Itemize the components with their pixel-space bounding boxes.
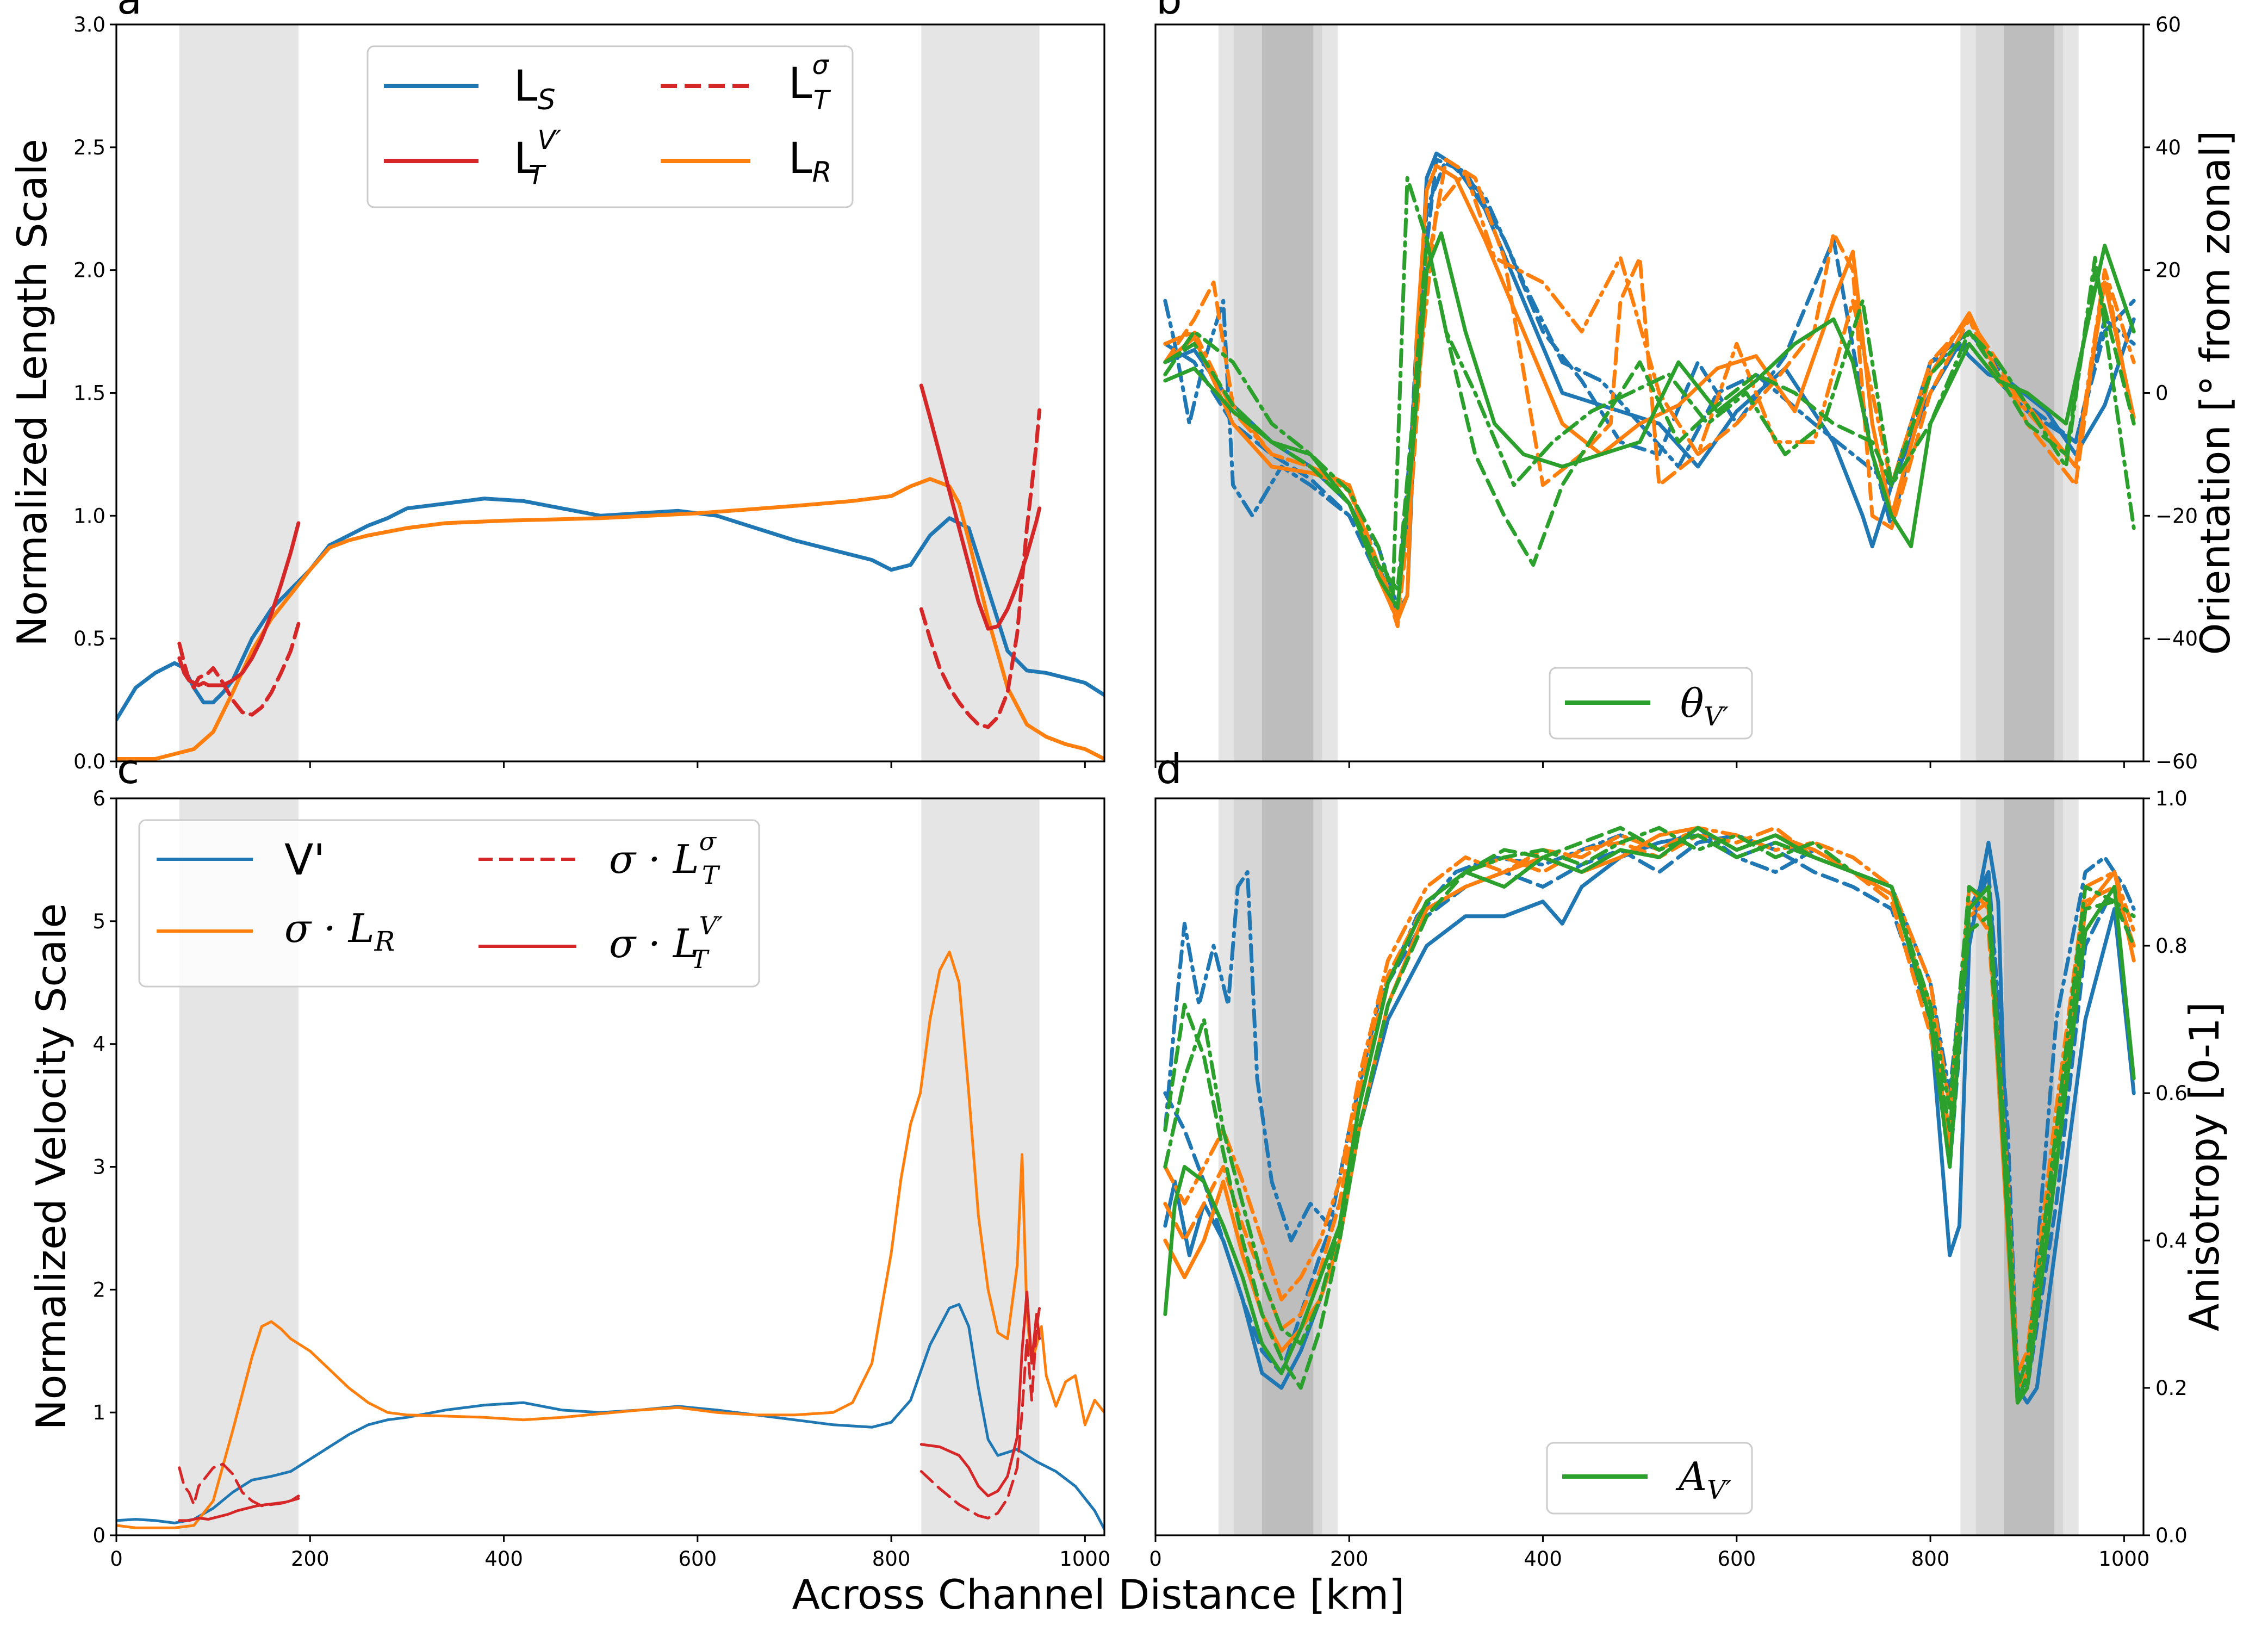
y-tick-label: −20 [2155,504,2198,528]
x-tick-label: 400 [484,1547,523,1571]
x-tick-label: 1000 [2098,1547,2149,1571]
series-line [177,408,1042,729]
y-tick-label: 1.5 [73,382,105,405]
x-tick-label: 1000 [1059,1547,1110,1571]
y-tick-label: 20 [2155,259,2181,282]
shaded-region [921,24,1040,761]
y-tick-label: 40 [2155,136,2181,159]
panel-c-ylabel: Normalized Velocity Scale [27,903,75,1430]
y-tick-label: 0.2 [2155,1376,2188,1400]
y-tick-label: 3.0 [73,13,105,36]
y-tick-label: 1.0 [73,504,105,528]
legend-box [366,45,854,208]
y-tick-label: 1.0 [2155,787,2188,810]
y-tick-label: 5 [92,910,105,933]
x-tick-label: 0 [1149,1547,1162,1571]
x-tick-label: 200 [291,1547,330,1571]
y-tick-label: 0.5 [73,627,105,650]
x-tick-label: 800 [872,1547,911,1571]
x-tick-label: 600 [679,1547,717,1571]
y-tick-label: −60 [2155,750,2198,773]
series-line [177,383,1042,687]
y-tick-label: 2.5 [73,136,105,159]
shaded-region-inner [2004,798,2055,1535]
y-tick-label: −40 [2155,627,2198,650]
panel-b: −60 −40 −20 0 20 40 60 b Orientation [° from z… [1154,0,2239,773]
panel-d-legend: AV′ [1546,1442,1753,1515]
panel-c-legend: V' σ · LR σ · Lσ T σ · LV′ T [138,819,760,988]
y-tick-label: 60 [2155,13,2181,36]
panel-d: 0 200 400 600 800 1000 0.0 0.2 0.4 0.6 0.8 1.0 d An… [1149,745,2228,1571]
shaded-region-inner [1262,24,1314,761]
y-tick-label: 2.0 [73,259,105,282]
series-line [1163,157,2136,610]
series-line [1163,176,2136,598]
y-tick-label: 6 [92,787,105,810]
series-line [116,477,1104,761]
panel-a-ylabel: Normalized Length Scale [8,139,56,646]
legend-label-sltv: σ · LV′ T [609,911,723,974]
legend-label-lr: LR [788,134,832,189]
y-tick-label: 3 [92,1156,105,1179]
y-tick-label: 1 [92,1401,105,1424]
y-tick-label: 0.0 [73,750,105,773]
x-tick-label: 600 [1718,1547,1756,1571]
panel-a-letter: a [117,0,142,23]
panel-b-ylabel: Orientation [° from zonal] [2191,130,2239,655]
y-tick-label: 0.6 [2155,1082,2188,1105]
y-tick-label: 4 [92,1033,105,1056]
y-tick-label: 0 [2155,382,2168,405]
y-tick-label: 0.4 [2155,1229,2188,1252]
x-tick-label: 800 [1911,1547,1950,1571]
panel-b-legend: θV′ [1549,667,1753,740]
legend-label-ls: LS [514,62,555,116]
y-tick-label: 2 [92,1278,105,1301]
legend-label-ltv: LV′ T [514,125,561,190]
series-line [116,497,1104,722]
x-tick-label: 400 [1524,1547,1562,1571]
panel-b-letter: b [1156,0,1182,23]
x-tick-label: 0 [110,1547,123,1571]
legend-label-vp: V' [284,836,325,885]
y-tick-label: 0.8 [2155,934,2188,958]
series-line [178,1291,1041,1522]
panel-c: 0 200 400 600 800 1000 0 1 2 3 4 5 6 c Normalized Ve… [27,745,1110,1571]
series-line [1163,157,2136,629]
series-line [1163,826,2136,1390]
legend-label-theta: θV′ [1680,680,1729,732]
legend-box [138,819,760,988]
series-line [1163,826,2136,1405]
panel-d-frame [1154,797,2145,1536]
legend-label-slr: σ · LR [284,906,395,957]
panel-d-letter: d [1156,745,1182,793]
shaded-region [179,24,299,761]
legend-label-lts: Lσ T [788,50,831,115]
y-tick-label: 0 [92,1524,105,1547]
panel-c-letter: c [117,745,139,793]
panel-a-legend: LS LV′ T Lσ T LR [366,45,854,208]
legend-box [1546,1442,1753,1515]
panel-a: 0.0 0.5 1.0 1.5 2.0 2.5 3.0 a Normalized Lengt… [8,0,1105,773]
x-tick-label: 200 [1330,1547,1369,1571]
legend-label-aniso: AV′ [1675,1454,1732,1505]
legend-box [1549,667,1753,740]
legend-label-slts: σ · Lσ T [609,827,720,890]
x-axis-label: Across Channel Distance [km] [792,1571,1405,1618]
panel-d-ylabel: Anisotropy [0-1] [2180,1002,2228,1331]
y-tick-label: 0.0 [2155,1524,2188,1547]
